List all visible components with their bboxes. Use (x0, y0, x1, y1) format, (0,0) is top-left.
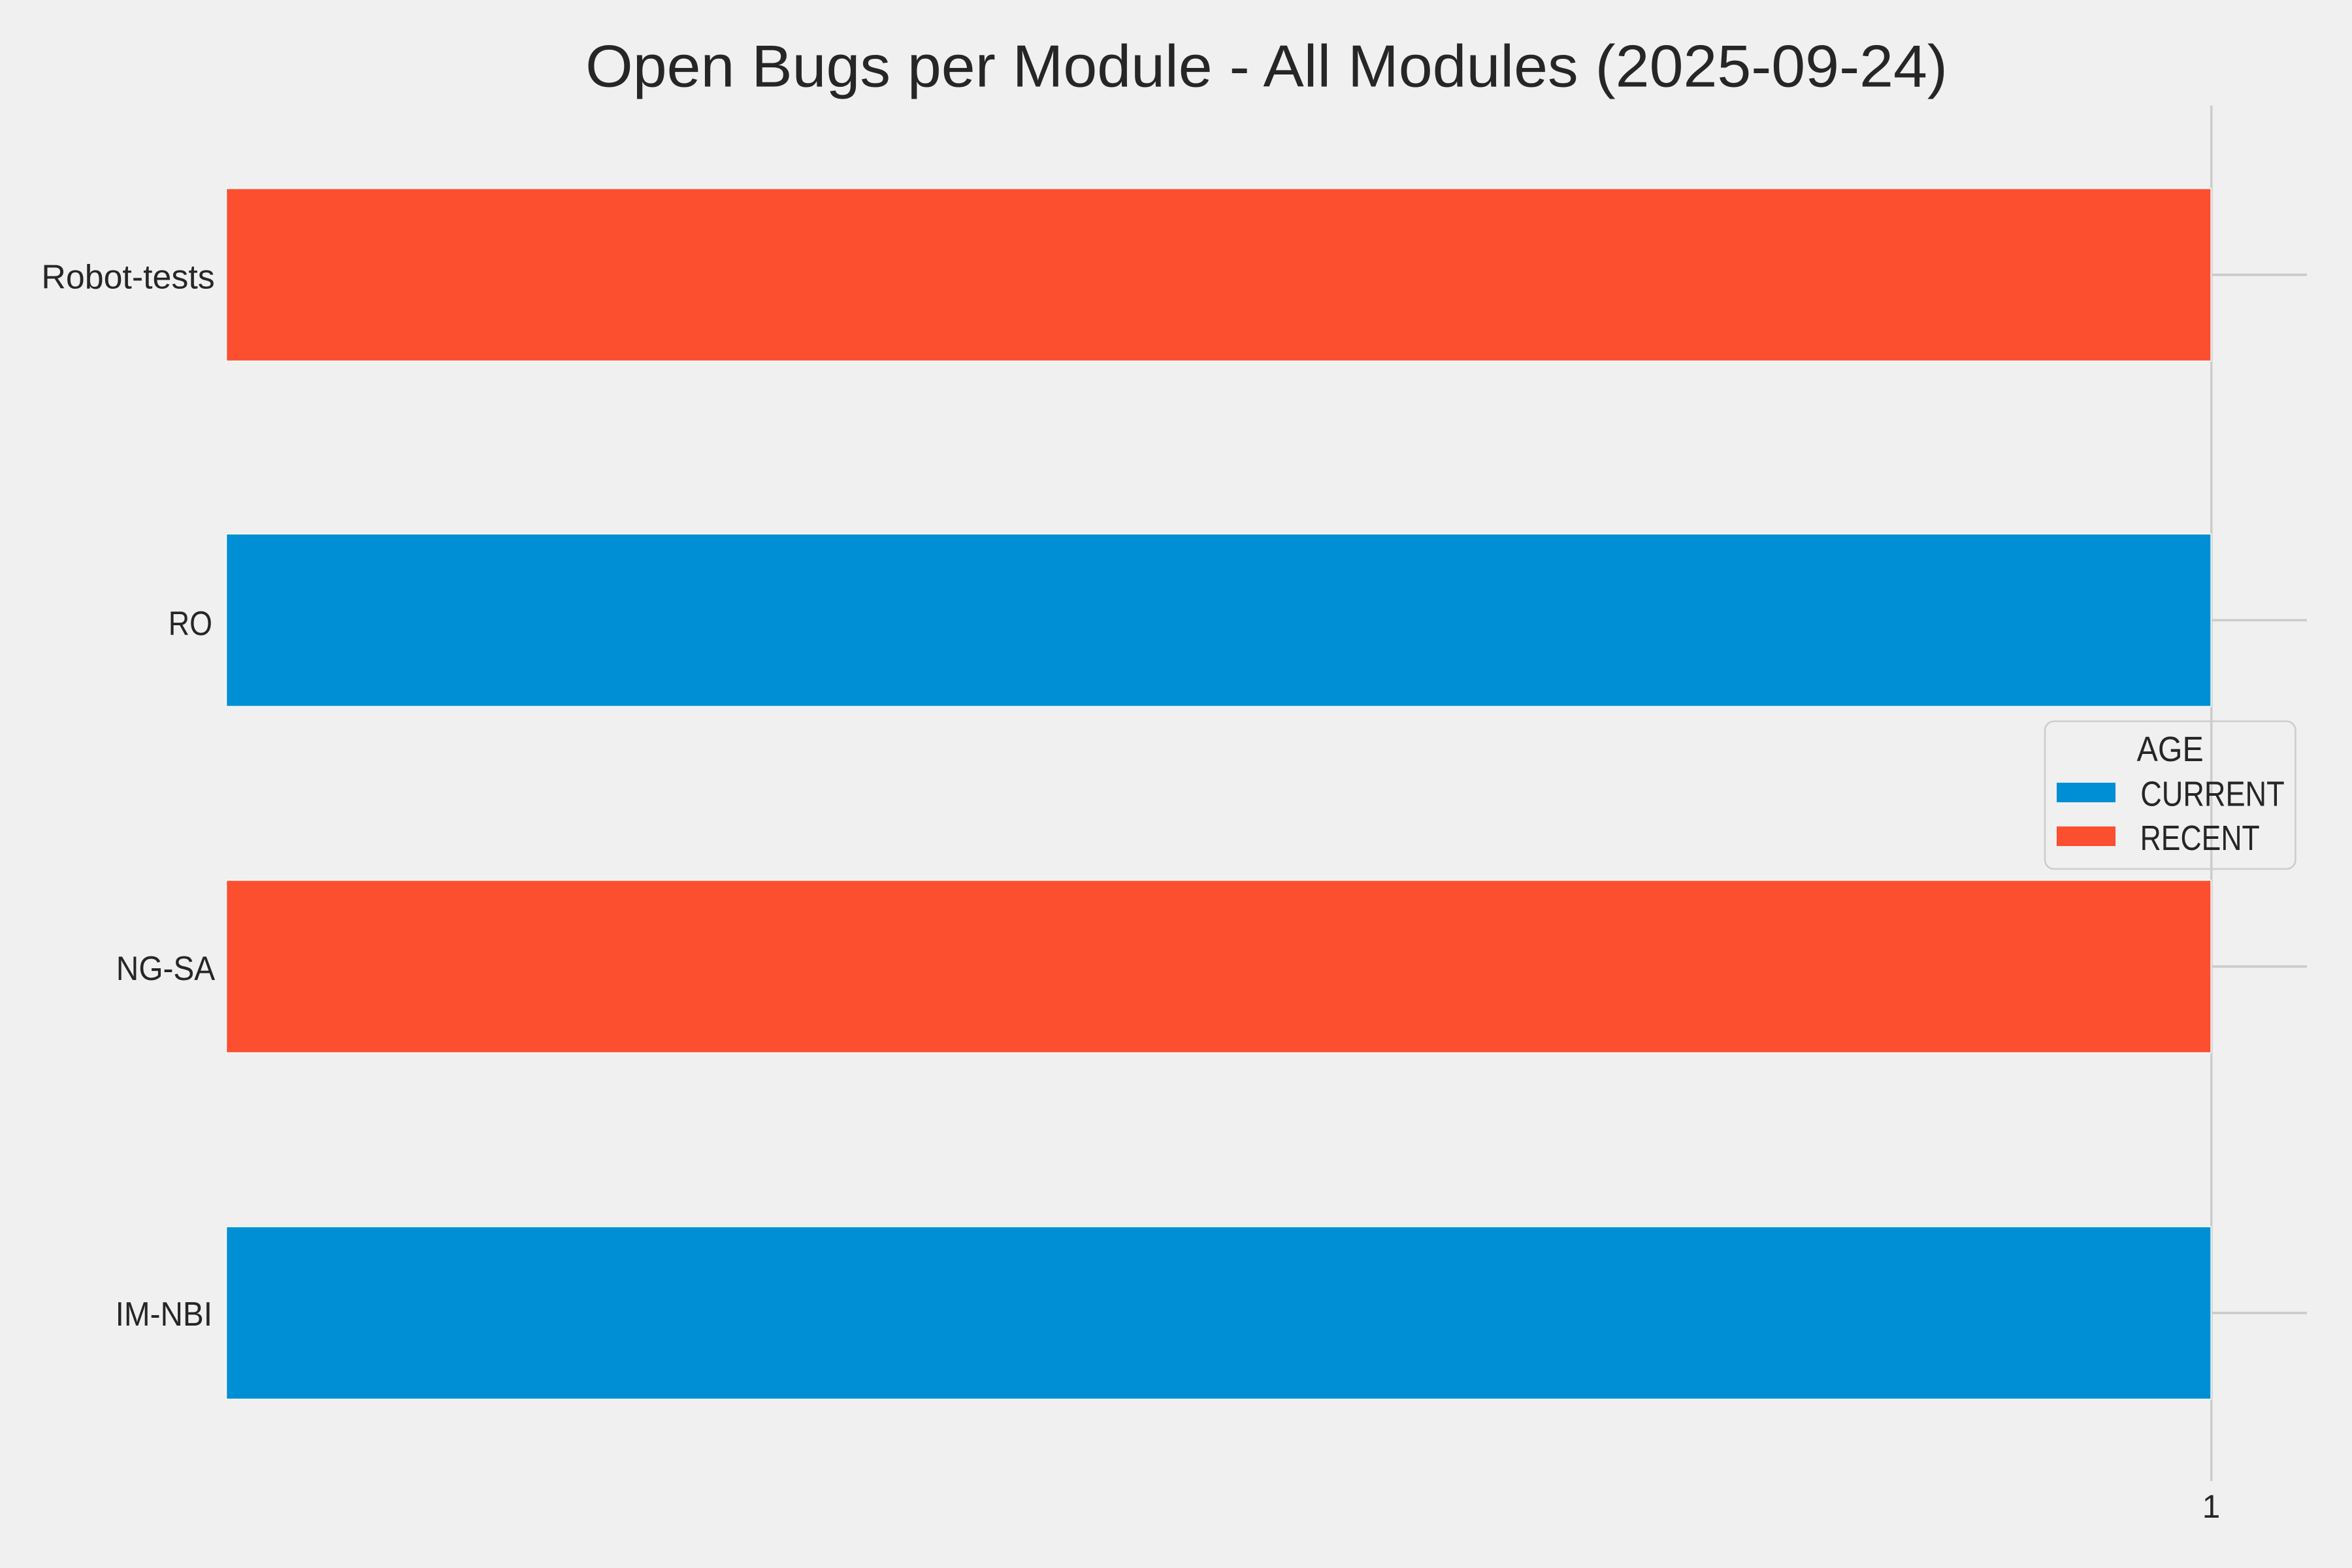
svg-text:AGE: AGE (2137, 730, 2204, 769)
svg-text:RO: RO (169, 605, 212, 643)
svg-text:NG-SA: NG-SA (116, 950, 216, 988)
svg-text:CURRENT: CURRENT (2140, 774, 2285, 813)
svg-text:RECENT: RECENT (2140, 819, 2260, 858)
svg-text:IM-NBI: IM-NBI (116, 1296, 212, 1333)
svg-text:Robot-tests: Robot-tests (41, 258, 214, 296)
svg-text:Open Bugs per Module - All Mod: Open Bugs per Module - All Modules (2025… (585, 33, 1948, 99)
svg-text:1: 1 (2202, 1488, 2221, 1525)
